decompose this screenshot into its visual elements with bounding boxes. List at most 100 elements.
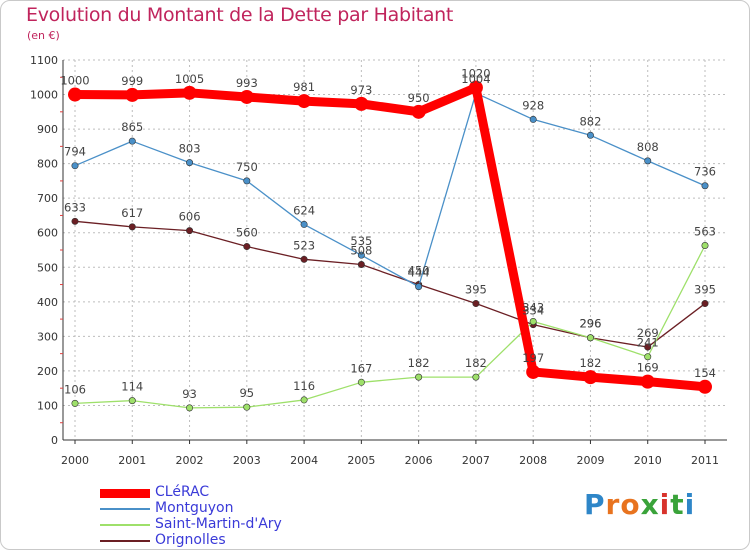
data-point	[698, 379, 712, 394]
data-label: 624	[293, 203, 315, 217]
data-label: 803	[179, 142, 201, 156]
data-label: 444	[408, 266, 430, 280]
data-point	[71, 217, 79, 225]
data-point	[243, 403, 251, 411]
logo-letter: r	[605, 488, 621, 521]
data-label: 241	[637, 336, 659, 350]
data-point	[297, 94, 312, 109]
data-label: 106	[64, 382, 86, 396]
y-tick-label: 1100	[30, 54, 58, 67]
data-label: 535	[350, 234, 372, 248]
data-point	[586, 334, 594, 342]
data-point	[243, 243, 251, 251]
proxiti-logo: Proxiti	[584, 488, 695, 521]
chart-title: Evolution du Montant de la Dette par Hab…	[26, 4, 454, 26]
x-tick-label: 2002	[176, 454, 204, 467]
data-point	[243, 177, 251, 185]
data-label: 617	[121, 206, 143, 220]
data-point	[415, 373, 423, 381]
data-point	[411, 104, 426, 119]
y-tick-label: 100	[37, 399, 58, 412]
x-tick-label: 2008	[519, 454, 547, 467]
data-label: 606	[179, 210, 201, 224]
x-tick-label: 2011	[691, 454, 719, 467]
data-point	[701, 182, 709, 190]
y-tick-label: 300	[37, 330, 58, 343]
y-tick-label: 600	[37, 227, 58, 240]
logo-letter: t	[670, 488, 685, 521]
data-label: 999	[121, 74, 143, 88]
y-tick-label: 900	[37, 123, 58, 136]
data-point	[644, 157, 652, 165]
data-label: 523	[293, 238, 315, 252]
data-label: 882	[579, 114, 601, 128]
data-label: 993	[236, 76, 258, 90]
data-point	[186, 227, 194, 235]
series-line-3	[74, 220, 706, 348]
data-label: 269	[637, 326, 659, 340]
data-point	[468, 80, 483, 95]
data-point	[701, 300, 709, 308]
data-label: 563	[694, 225, 716, 239]
data-label: 950	[408, 91, 430, 105]
data-point	[357, 261, 365, 269]
data-label: 973	[350, 83, 372, 97]
data-point	[125, 87, 140, 102]
y-tick-label: 0	[51, 434, 58, 447]
data-point	[644, 343, 652, 351]
data-label: 981	[293, 80, 315, 94]
data-label: 116	[293, 379, 315, 393]
data-label: 1005	[175, 72, 204, 86]
data-point	[586, 131, 594, 139]
data-label: 182	[408, 356, 430, 370]
y-tick-label: 500	[37, 261, 58, 274]
x-tick-label: 2006	[405, 454, 433, 467]
series-line-2	[74, 244, 706, 409]
data-label: 508	[350, 244, 372, 258]
legend-swatch	[100, 540, 150, 542]
data-point	[182, 85, 197, 100]
series-line-0	[70, 83, 710, 392]
logo-letter: i	[659, 488, 671, 521]
data-label: 750	[236, 160, 258, 174]
data-label: 334	[522, 304, 544, 318]
data-label: 197	[522, 351, 544, 365]
data-label: 928	[522, 98, 544, 112]
x-tick-label: 2003	[233, 454, 261, 467]
data-label: 450	[408, 264, 430, 278]
data-label: 169	[637, 361, 659, 375]
logo-letter: P	[584, 488, 606, 521]
data-label: 93	[182, 387, 197, 401]
data-point	[415, 283, 423, 291]
data-point	[300, 255, 308, 263]
y-tick-label: 400	[37, 296, 58, 309]
data-label: 296	[579, 317, 601, 331]
line-chart: 0100200300400500600700800900100011002000…	[30, 54, 727, 467]
data-point	[529, 318, 537, 326]
data-label: 395	[465, 283, 487, 297]
chart-subtitle: (en €)	[27, 29, 60, 42]
data-point	[128, 223, 136, 231]
logo-letter: i	[684, 488, 696, 521]
data-label: 633	[64, 200, 86, 214]
data-label: 167	[350, 361, 372, 375]
y-tick-label: 800	[37, 158, 58, 171]
data-label: 114	[121, 380, 143, 394]
data-point	[472, 373, 480, 381]
data-point	[640, 374, 655, 389]
data-label: 808	[637, 140, 659, 154]
data-point	[529, 115, 537, 123]
x-tick-label: 2010	[634, 454, 662, 467]
data-label: 395	[694, 283, 716, 297]
legend-swatch	[100, 488, 150, 498]
data-point	[701, 242, 709, 250]
data-point	[583, 370, 598, 385]
data-point	[128, 397, 136, 405]
data-point	[357, 251, 365, 259]
data-point	[186, 404, 194, 412]
data-point	[239, 89, 254, 104]
legend-swatch	[100, 524, 150, 526]
data-point	[357, 378, 365, 386]
data-label: 296	[579, 317, 601, 331]
data-label: 794	[64, 145, 86, 159]
